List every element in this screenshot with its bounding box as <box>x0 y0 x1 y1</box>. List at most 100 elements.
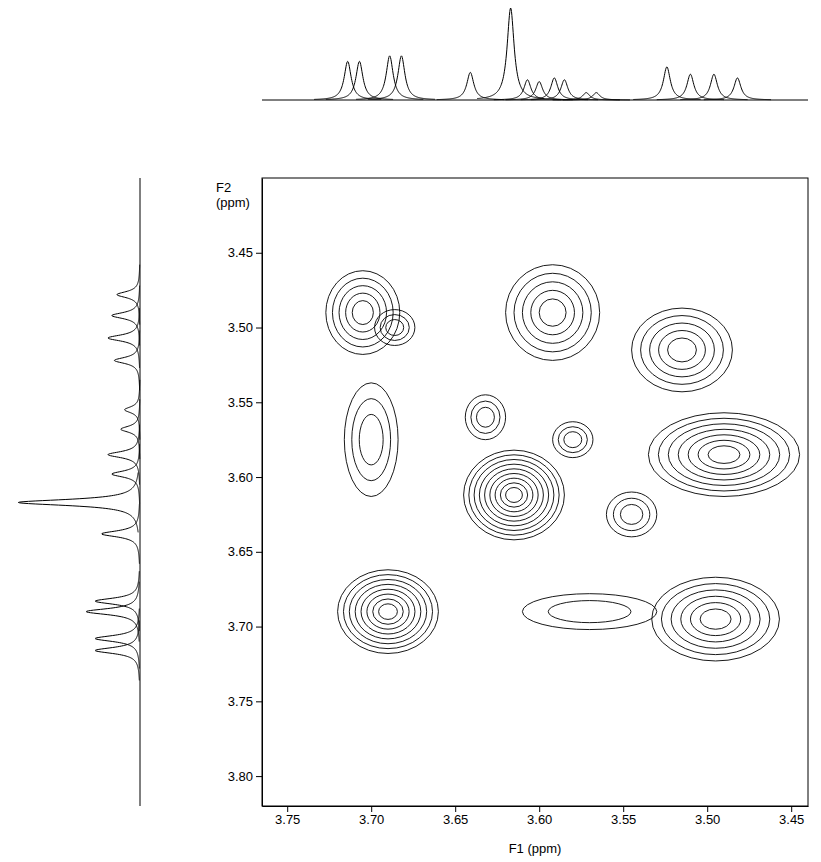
y-axis-title-line: F2 <box>216 180 231 195</box>
x-tick-mark <box>707 806 708 812</box>
x-tick-mark <box>287 806 288 812</box>
contour-ring <box>367 594 409 629</box>
contour-ring <box>700 609 731 629</box>
left-peak <box>18 473 138 533</box>
contour-ring <box>355 584 421 639</box>
contour-ring <box>531 290 575 334</box>
top-peak <box>704 78 771 100</box>
contour-ring <box>548 601 631 623</box>
chart: 3.753.703.653.603.553.503.453.453.503.55… <box>0 0 821 862</box>
y-tick-mark <box>256 552 262 553</box>
contour-ring <box>606 492 656 537</box>
top-peak <box>506 82 573 100</box>
contour-ring <box>349 579 426 643</box>
contour-ring <box>620 504 642 524</box>
contour-ring <box>648 413 799 497</box>
contour-ring <box>613 498 649 530</box>
x-tick: 3.55 <box>611 806 636 827</box>
x-tick-label: 3.50 <box>695 812 720 827</box>
y-tick-mark <box>256 253 262 254</box>
left-peak <box>114 331 139 391</box>
contour-ring <box>708 446 740 464</box>
top-peak <box>494 80 561 100</box>
contour-ring <box>522 282 582 344</box>
y-tick-mark <box>256 402 262 403</box>
contour-ring <box>465 395 505 440</box>
contour-ring <box>632 308 733 392</box>
contour-ring <box>361 589 415 634</box>
contour-ring <box>476 407 494 427</box>
y-axis: 3.453.503.553.603.653.703.753.80 <box>228 179 263 807</box>
contour-ring <box>506 488 523 503</box>
x-tick: 3.60 <box>527 806 552 827</box>
x-axis-title: F1 (ppm) <box>509 841 562 856</box>
top-peak <box>314 61 381 99</box>
contour-ring <box>514 273 591 352</box>
x-tick-label: 3.75 <box>275 812 300 827</box>
y-tick-mark <box>256 477 262 478</box>
left-peak <box>108 308 140 368</box>
x-tick-label: 3.65 <box>443 812 468 827</box>
y-tick-label: 3.80 <box>228 769 253 784</box>
contour-ring <box>500 483 527 507</box>
contour-ring <box>650 323 715 377</box>
contour-ring <box>558 427 587 453</box>
contour-ring <box>339 286 387 340</box>
top-peak <box>657 74 724 99</box>
contour-ring <box>495 478 533 512</box>
top-peak <box>356 56 423 99</box>
top-peak <box>531 80 598 100</box>
contour-ring <box>474 459 554 530</box>
contour-ring <box>539 299 566 326</box>
contour-ring <box>338 570 439 654</box>
contour-ring <box>344 383 398 497</box>
y-tick: 3.80 <box>228 769 262 784</box>
contour-ring <box>641 316 724 385</box>
contour-ring <box>386 320 404 336</box>
contour-ring <box>658 418 789 491</box>
contour-ring <box>564 432 582 448</box>
x-tick: 3.65 <box>443 806 468 827</box>
contour-ring <box>485 469 544 521</box>
contour-ring <box>359 414 383 465</box>
top-peak <box>437 72 504 99</box>
top-peak <box>521 78 588 100</box>
top-peak <box>326 61 393 99</box>
contour-ring <box>380 315 409 341</box>
left-peak <box>108 425 140 485</box>
contour-ring <box>506 265 600 361</box>
top-peak <box>633 67 700 100</box>
left-peak <box>95 621 139 681</box>
y-tick: 3.75 <box>228 694 262 709</box>
x-tick: 3.50 <box>695 806 720 827</box>
top-peak <box>368 56 435 99</box>
x-tick: 3.75 <box>275 806 300 827</box>
top-peak <box>563 93 630 100</box>
contour-ring <box>668 338 697 362</box>
x-tick-mark <box>455 806 456 812</box>
y-tick-label: 3.75 <box>228 694 253 709</box>
y-tick: 3.65 <box>228 544 262 559</box>
x-tick-mark <box>371 806 372 812</box>
y-tick-mark <box>256 776 262 777</box>
y-axis-title-line: (ppm) <box>216 195 250 210</box>
y-axis-title: F2(ppm) <box>216 180 250 210</box>
contour-ring <box>659 331 706 370</box>
contour-ring <box>668 424 779 486</box>
contour-ring <box>671 590 760 648</box>
plot-frame <box>262 178 808 806</box>
x-tick-label: 3.45 <box>779 812 804 827</box>
x-tick-mark <box>623 806 624 812</box>
y-tick-label: 3.70 <box>228 619 253 634</box>
x-tick-mark <box>791 806 792 812</box>
top-peak <box>477 8 544 99</box>
contour-ring <box>698 440 750 469</box>
y-tick-label: 3.65 <box>228 544 253 559</box>
x-tick-label: 3.70 <box>359 812 384 827</box>
contour-ring <box>678 429 770 480</box>
y-tick-label: 3.45 <box>228 245 253 260</box>
left-peak <box>125 380 140 440</box>
contour-ring <box>652 577 780 661</box>
contour-ring <box>464 450 565 540</box>
contour-ring <box>469 455 559 535</box>
